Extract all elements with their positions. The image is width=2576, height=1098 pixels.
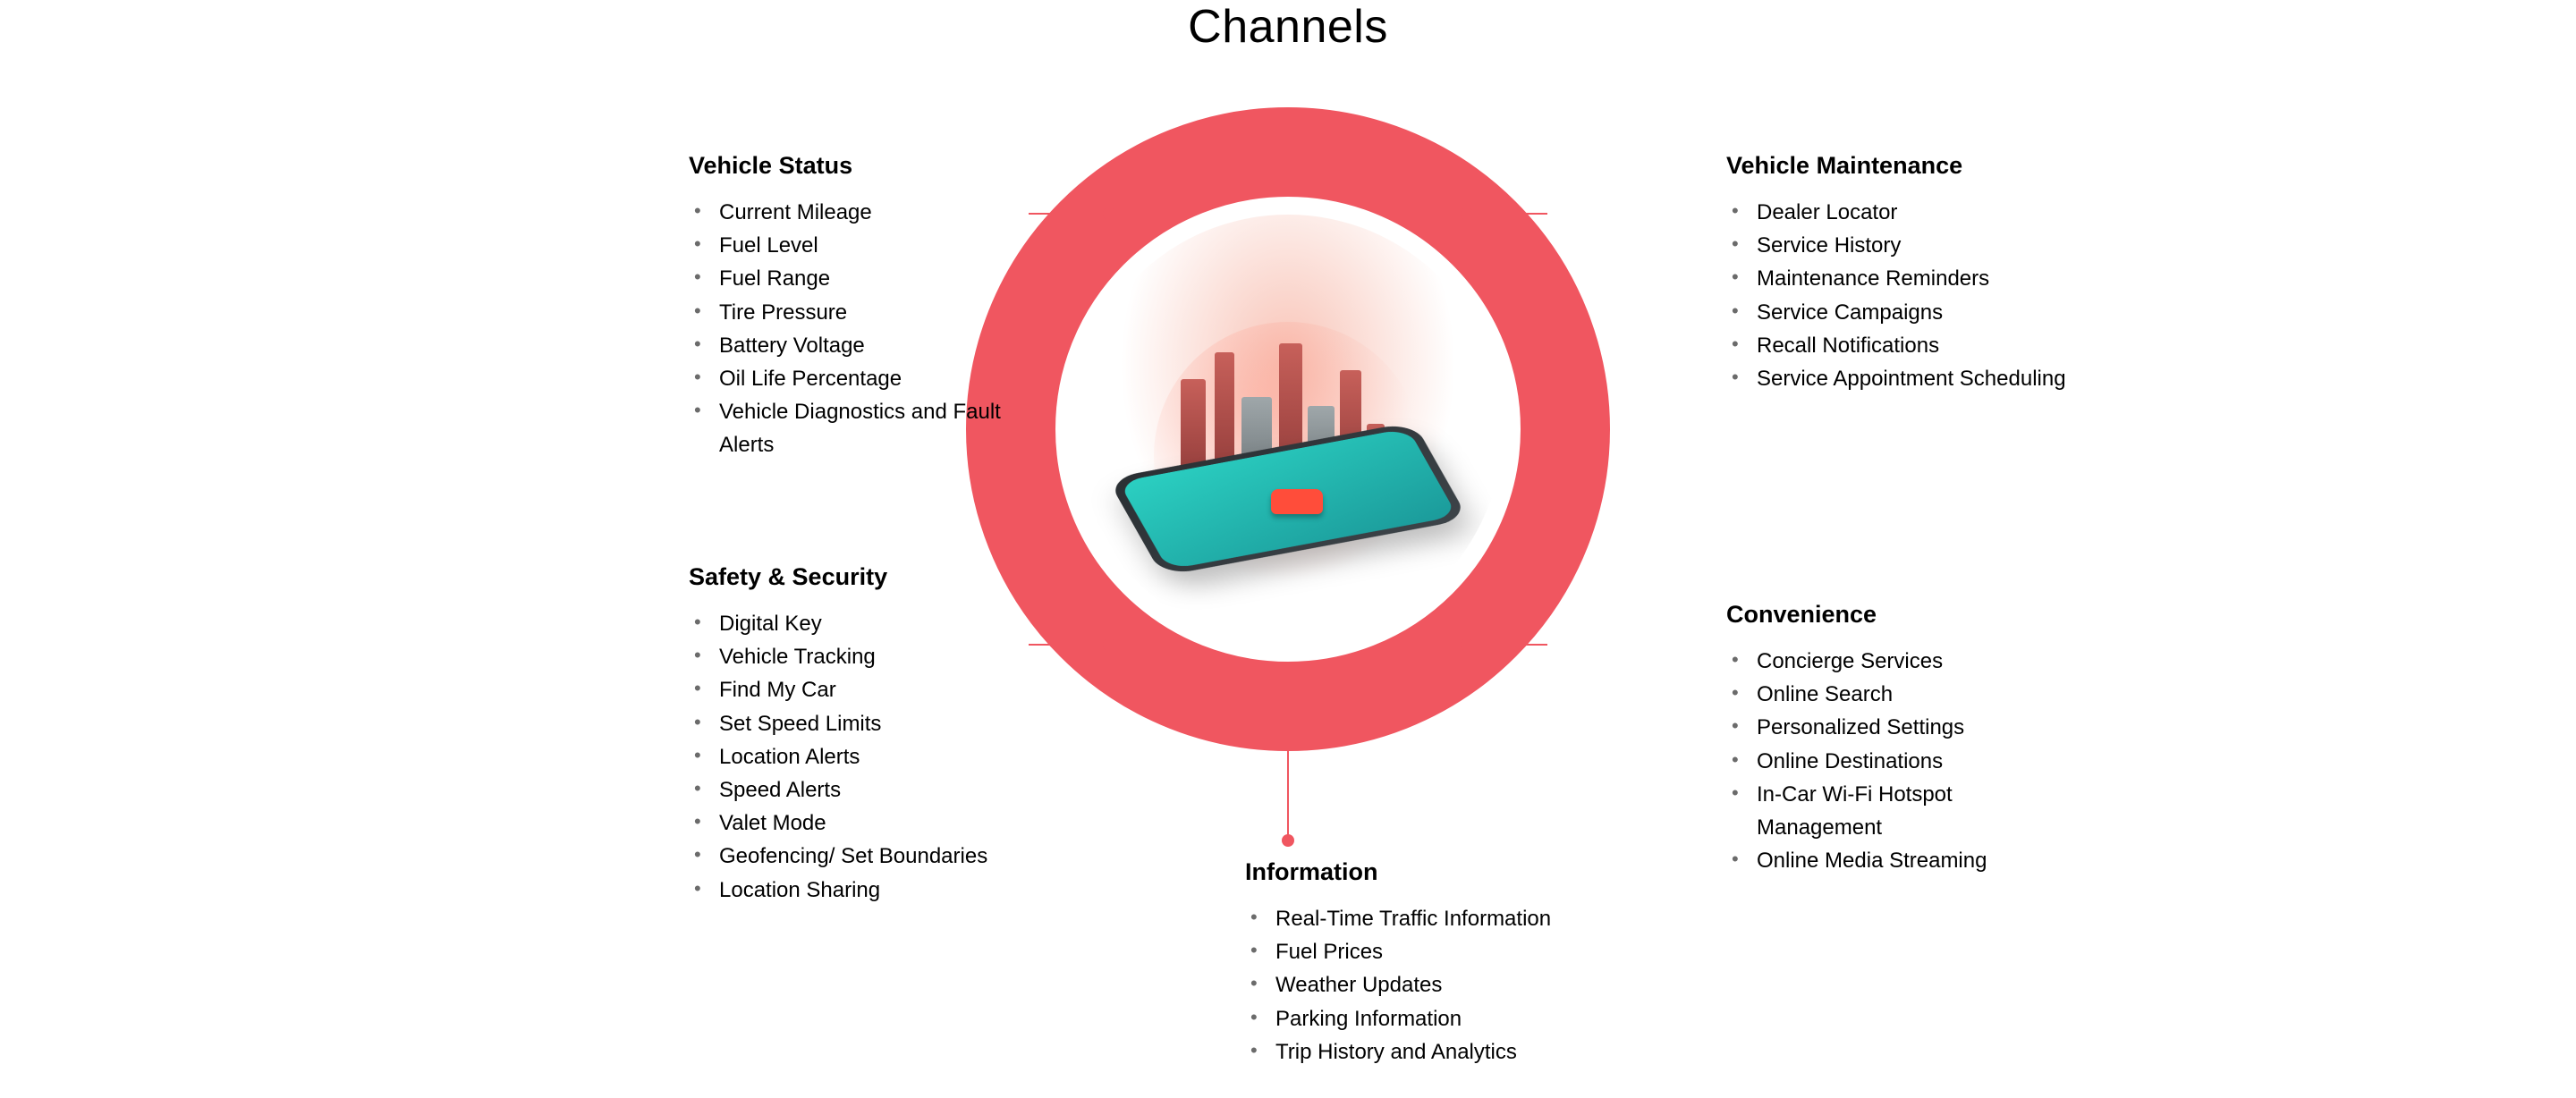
- list-item: Tire Pressure: [719, 296, 1011, 329]
- page-title: Channels: [1188, 0, 1388, 54]
- category-vehicle-maintenance: Vehicle Maintenance Dealer Locator Servi…: [1726, 152, 2102, 395]
- category-information: Information Real-Time Traffic Informatio…: [1245, 858, 1621, 1068]
- list-item: Digital Key: [719, 607, 1011, 640]
- list-item: Service Campaigns: [1757, 296, 2102, 329]
- category-title: Safety & Security: [689, 563, 1011, 591]
- category-title: Vehicle Maintenance: [1726, 152, 2102, 180]
- category-title: Information: [1245, 858, 1621, 886]
- category-vehicle-status: Vehicle Status Current Mileage Fuel Leve…: [689, 152, 1011, 462]
- list-item: Weather Updates: [1275, 968, 1621, 1001]
- center-illustration: [1073, 215, 1503, 644]
- list-item: Online Media Streaming: [1757, 844, 2048, 877]
- connector-line: [1467, 213, 1547, 215]
- list-item: Location Sharing: [719, 874, 1011, 907]
- list-item: Set Speed Limits: [719, 707, 1011, 740]
- list-item: Recall Notifications: [1757, 329, 2102, 362]
- list-item: Real-Time Traffic Information: [1275, 902, 1621, 935]
- list-item: Online Search: [1757, 678, 2048, 711]
- category-list: Concierge Services Online Search Persona…: [1726, 645, 2048, 877]
- category-list: Dealer Locator Service History Maintenan…: [1726, 196, 2102, 395]
- list-item: Vehicle Diagnostics and Fault Alerts: [719, 395, 1011, 461]
- connector-dot: [1461, 638, 1473, 651]
- list-item: Personalized Settings: [1757, 711, 2048, 744]
- list-item: Vehicle Tracking: [719, 640, 1011, 673]
- connector-line: [1287, 751, 1289, 840]
- list-item: Service Appointment Scheduling: [1757, 362, 2102, 395]
- list-item: Valet Mode: [719, 807, 1011, 840]
- connector-dot: [1282, 834, 1294, 847]
- list-item: Dealer Locator: [1757, 196, 2102, 229]
- list-item: Geofencing/ Set Boundaries: [719, 840, 1011, 873]
- list-item: Speed Alerts: [719, 773, 1011, 807]
- connector-dot: [1461, 207, 1473, 220]
- list-item: Fuel Range: [719, 262, 1011, 295]
- category-list: Real-Time Traffic Information Fuel Price…: [1245, 902, 1621, 1068]
- category-convenience: Convenience Concierge Services Online Se…: [1726, 601, 2048, 877]
- category-list: Current Mileage Fuel Level Fuel Range Ti…: [689, 196, 1011, 462]
- connector-line: [1467, 644, 1547, 646]
- list-item: Maintenance Reminders: [1757, 262, 2102, 295]
- list-item: Find My Car: [719, 673, 1011, 706]
- category-title: Convenience: [1726, 601, 2048, 629]
- list-item: Online Destinations: [1757, 745, 2048, 778]
- list-item: Oil Life Percentage: [719, 362, 1011, 395]
- list-item: Battery Voltage: [719, 329, 1011, 362]
- list-item: Trip History and Analytics: [1275, 1035, 1621, 1068]
- connector-line: [1029, 213, 1109, 215]
- list-item: Concierge Services: [1757, 645, 2048, 678]
- list-item: Current Mileage: [719, 196, 1011, 229]
- channel-ring: Mobile App Web App Car Panel: [966, 107, 1610, 751]
- connector-dot: [1103, 638, 1115, 651]
- category-list: Digital Key Vehicle Tracking Find My Car…: [689, 607, 1011, 907]
- connector-line: [1029, 644, 1109, 646]
- list-item: Fuel Prices: [1275, 935, 1621, 968]
- list-item: Parking Information: [1275, 1002, 1621, 1035]
- list-item: In-Car Wi-Fi Hotspot Management: [1757, 778, 2048, 844]
- list-item: Service History: [1757, 229, 2102, 262]
- category-title: Vehicle Status: [689, 152, 1011, 180]
- list-item: Location Alerts: [719, 740, 1011, 773]
- category-safety-security: Safety & Security Digital Key Vehicle Tr…: [689, 563, 1011, 907]
- connector-dot: [1103, 207, 1115, 220]
- list-item: Fuel Level: [719, 229, 1011, 262]
